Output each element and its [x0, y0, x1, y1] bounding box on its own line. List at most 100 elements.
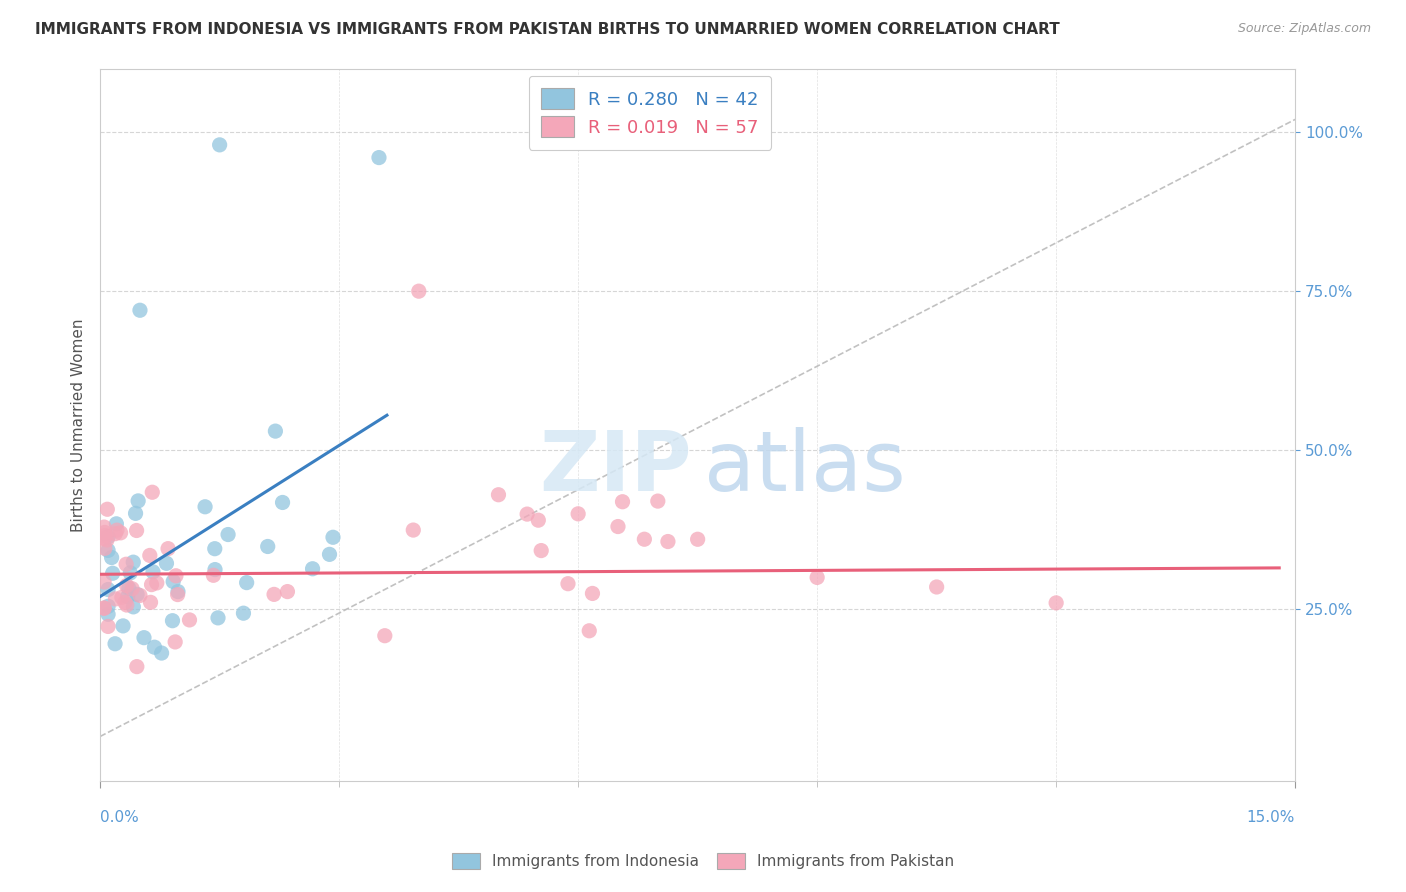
Point [104, 526, 127, 541]
Point [97, 619, 120, 633]
Point [118, 582, 141, 596]
Point [115, 598, 138, 612]
Point [93, 574, 115, 589]
Point [162, 574, 184, 589]
Point [374, 629, 396, 643]
Point [263, 587, 285, 601]
Point [101, 566, 124, 581]
Point [93, 601, 115, 615]
Point [217, 527, 239, 541]
Text: IMMIGRANTS FROM INDONESIA VS IMMIGRANTS FROM PAKISTAN BIRTHS TO UNMARRIED WOMEN : IMMIGRANTS FROM INDONESIA VS IMMIGRANTS … [35, 22, 1060, 37]
Point [120, 566, 142, 580]
Point [115, 558, 138, 572]
Point [633, 533, 655, 547]
Point [408, 284, 430, 298]
Point [139, 549, 162, 563]
Point [127, 494, 149, 508]
Point [122, 599, 145, 614]
Point [402, 523, 425, 537]
Point [276, 584, 298, 599]
Point [125, 524, 148, 538]
Point [530, 543, 553, 558]
Point [104, 637, 127, 651]
Point [94, 528, 117, 542]
Text: Source: ZipAtlas.com: Source: ZipAtlas.com [1237, 22, 1371, 36]
Point [143, 640, 166, 655]
Point [235, 575, 257, 590]
Point [162, 614, 184, 628]
Point [194, 500, 217, 514]
Point [647, 494, 669, 508]
Point [122, 555, 145, 569]
Point [121, 582, 143, 596]
Point [112, 619, 135, 633]
Point [115, 578, 138, 592]
Point [256, 540, 278, 554]
Point [202, 568, 225, 582]
Point [607, 519, 630, 533]
Point [93, 532, 115, 546]
Legend: Immigrants from Indonesia, Immigrants from Pakistan: Immigrants from Indonesia, Immigrants fr… [446, 847, 960, 875]
Point [322, 530, 344, 544]
Point [97, 543, 120, 558]
Point [104, 591, 127, 606]
Point [97, 607, 120, 622]
Point [129, 303, 152, 318]
Point [124, 507, 146, 521]
Legend: R = 0.280   N = 42, R = 0.019   N = 57: R = 0.280 N = 42, R = 0.019 N = 57 [529, 76, 770, 150]
Point [141, 577, 163, 591]
Point [93, 525, 115, 540]
Point [111, 591, 134, 605]
Point [516, 507, 538, 521]
Text: atlas: atlas [703, 427, 905, 508]
Point [166, 588, 188, 602]
Point [657, 534, 679, 549]
Point [557, 576, 579, 591]
Point [100, 550, 122, 565]
Point [150, 646, 173, 660]
Point [686, 533, 709, 547]
Point [208, 137, 231, 152]
Point [157, 541, 180, 556]
Point [165, 635, 187, 649]
Point [127, 587, 149, 601]
Text: 0.0%: 0.0% [100, 810, 139, 824]
Point [232, 606, 254, 620]
Point [1045, 596, 1067, 610]
Point [204, 563, 226, 577]
Point [97, 599, 120, 614]
Point [110, 525, 132, 540]
Point [96, 502, 118, 516]
Point [93, 601, 115, 615]
Text: ZIP: ZIP [538, 427, 692, 508]
Point [105, 516, 128, 531]
Point [488, 488, 510, 502]
Point [578, 624, 600, 638]
Point [97, 530, 120, 544]
Point [318, 547, 340, 561]
Point [132, 631, 155, 645]
Point [264, 424, 287, 438]
Point [612, 494, 634, 508]
Point [179, 613, 201, 627]
Point [204, 541, 226, 556]
Point [146, 575, 169, 590]
Point [117, 590, 139, 604]
Point [167, 584, 190, 599]
Point [806, 570, 828, 584]
Point [368, 151, 391, 165]
Point [155, 557, 177, 571]
Point [301, 562, 323, 576]
Point [142, 565, 165, 579]
Point [165, 568, 187, 582]
Point [527, 513, 550, 527]
Point [125, 659, 148, 673]
Point [141, 485, 163, 500]
Point [129, 589, 152, 603]
Point [567, 507, 589, 521]
Point [96, 533, 118, 547]
Y-axis label: Births to Unmarried Women: Births to Unmarried Women [72, 318, 86, 532]
Point [271, 495, 294, 509]
Point [114, 595, 136, 609]
Point [105, 523, 128, 537]
